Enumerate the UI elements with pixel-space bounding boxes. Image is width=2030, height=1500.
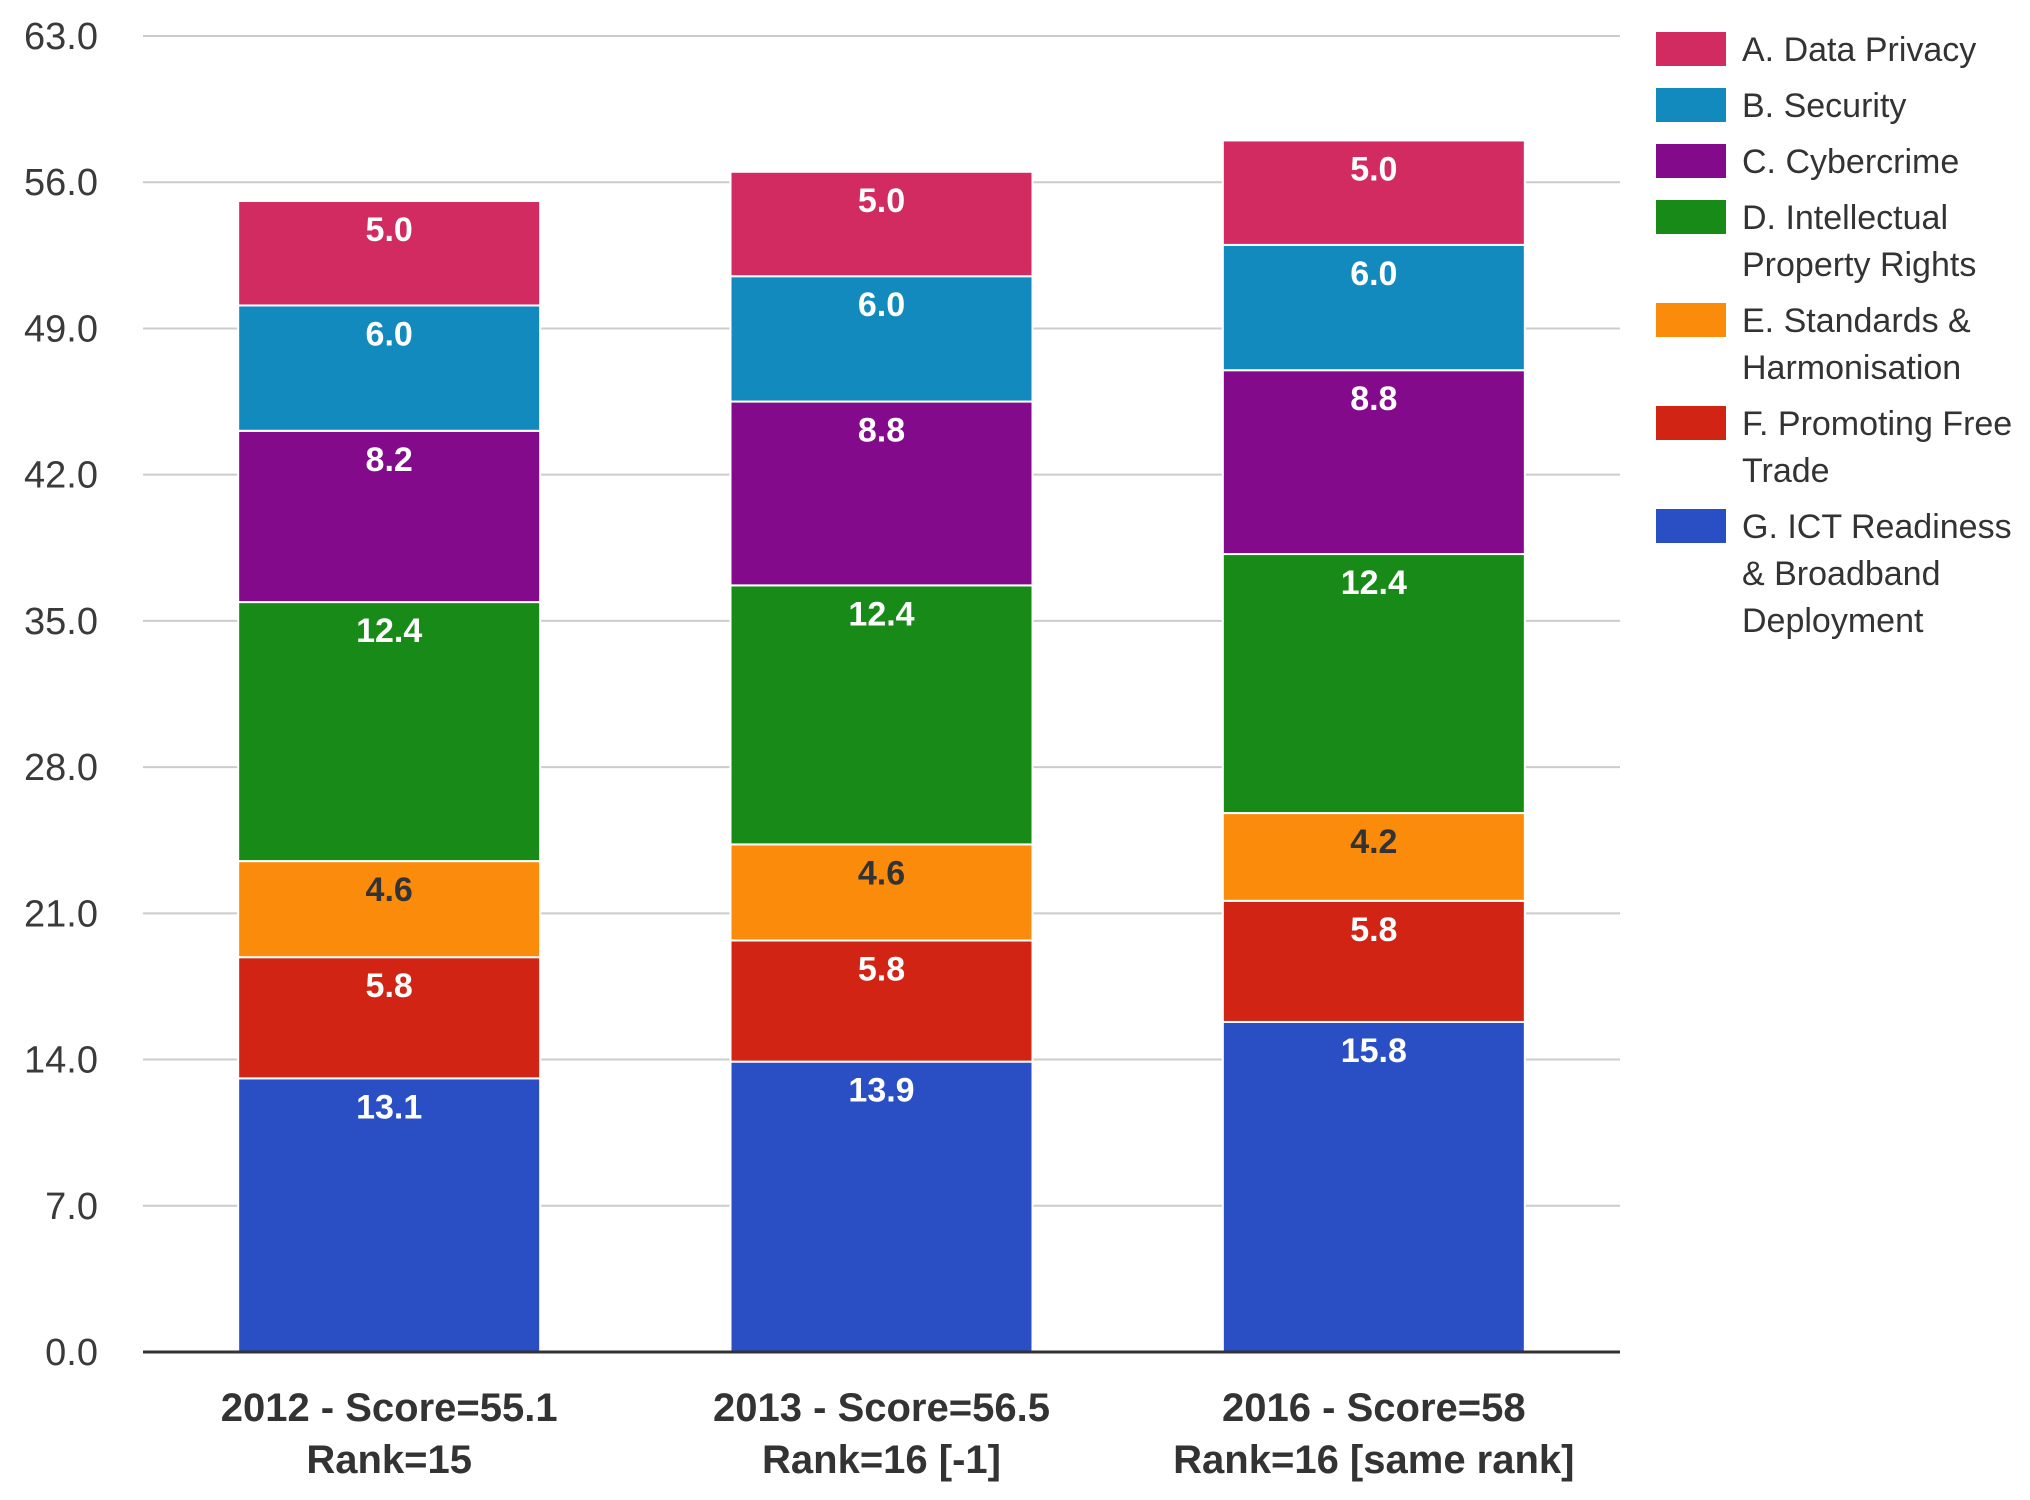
bar-segment xyxy=(237,1077,542,1354)
bar-segment xyxy=(237,956,542,1080)
data-label: 13.1 xyxy=(356,1088,422,1126)
legend-label: B. Security xyxy=(1742,87,1906,125)
y-tick-label: 63.0 xyxy=(24,16,98,58)
legend-label: F. Promoting Free xyxy=(1742,405,2012,443)
data-label: 8.2 xyxy=(366,441,413,479)
legend-item: E. Standards & Harmonisation xyxy=(1656,302,1971,387)
x-category-label: 2012 - Score=55.1 xyxy=(221,1386,558,1430)
data-label: 5.8 xyxy=(858,950,905,988)
legend-label: Property Rights xyxy=(1742,246,1976,284)
y-tick-label: 0.0 xyxy=(45,1332,98,1374)
y-tick-label: 35.0 xyxy=(24,601,98,643)
bar-segment xyxy=(237,601,542,863)
bar-segment xyxy=(729,1060,1034,1353)
bar-segment xyxy=(1221,812,1526,902)
data-label: 6.0 xyxy=(858,286,905,324)
legend-swatch xyxy=(1656,509,1726,543)
legend-item: C. Cybercrime xyxy=(1656,143,1959,181)
legend-swatch xyxy=(1656,406,1726,440)
bar-segment xyxy=(1221,1020,1526,1353)
legend-swatch xyxy=(1656,88,1726,122)
legend-label: Deployment xyxy=(1742,602,1924,640)
bar-segment xyxy=(1221,899,1526,1023)
x-category-label: Rank=16 [same rank] xyxy=(1173,1438,1574,1482)
bar-segment xyxy=(729,170,1034,278)
bar-segment xyxy=(1221,243,1526,372)
legend-item: G. ICT Readiness & Broadband Deployment xyxy=(1656,508,2012,640)
bar-segment xyxy=(237,860,542,959)
data-label: 6.0 xyxy=(366,315,413,353)
y-tick-label: 14.0 xyxy=(24,1040,98,1082)
legend-label: Harmonisation xyxy=(1742,349,1961,387)
label-layer: 13.1 5.8 4.6 12.4 8.2 6.0 5.0 13.9 5.8 4.6 12.4 8.8… xyxy=(356,150,1407,1126)
data-label: 12.4 xyxy=(356,612,422,650)
legend-label: Trade xyxy=(1742,452,1830,490)
data-label: 5.8 xyxy=(366,967,413,1005)
legend-label: D. Intellectual xyxy=(1742,199,1948,237)
bar-segment xyxy=(237,304,542,432)
legend-swatch xyxy=(1656,200,1726,234)
legend-swatch xyxy=(1656,303,1726,337)
bar-segment xyxy=(1221,139,1526,246)
bar-segment xyxy=(729,400,1034,587)
data-label: 8.8 xyxy=(1350,380,1397,418)
bar-segment xyxy=(237,429,542,604)
y-tick-label: 21.0 xyxy=(24,893,98,935)
data-label: 15.8 xyxy=(1341,1032,1407,1070)
data-label: 4.6 xyxy=(366,871,413,909)
legend-label: A. Data Privacy xyxy=(1742,31,1976,69)
bar-segment xyxy=(729,584,1034,846)
data-label: 6.0 xyxy=(1350,255,1397,293)
bar-segment xyxy=(729,939,1034,1063)
y-tick-label: 42.0 xyxy=(24,455,98,497)
data-label: 8.8 xyxy=(858,412,905,450)
data-label: 12.4 xyxy=(1341,564,1407,602)
x-category-label: 2016 - Score=58 xyxy=(1222,1386,1526,1430)
y-tick-label: 7.0 xyxy=(45,1186,98,1228)
y-tick-label: 56.0 xyxy=(24,162,98,204)
bar-segment xyxy=(237,200,542,307)
data-label: 5.0 xyxy=(1350,150,1397,188)
data-label: 4.2 xyxy=(1350,823,1397,861)
legend-label: & Broadband xyxy=(1742,555,1941,593)
legend-item: D. Intellectual Property Rights xyxy=(1656,199,1976,284)
data-label: 5.0 xyxy=(366,211,413,249)
legend-swatch xyxy=(1656,32,1726,66)
legend-label: G. ICT Readiness xyxy=(1742,508,2012,546)
bar-segment xyxy=(729,275,1034,403)
legend-item: F. Promoting Free Trade xyxy=(1656,405,2012,490)
data-label: 5.0 xyxy=(858,182,905,220)
bar-segment xyxy=(1221,369,1526,556)
bar-segment xyxy=(729,843,1034,942)
data-label: 4.6 xyxy=(858,854,905,892)
data-label: 12.4 xyxy=(848,595,914,633)
y-tick-label: 49.0 xyxy=(24,308,98,350)
legend-swatch xyxy=(1656,144,1726,178)
legend-item: B. Security xyxy=(1656,87,1906,125)
legend-label: C. Cybercrime xyxy=(1742,143,1959,181)
x-category-label: 2013 - Score=56.5 xyxy=(713,1386,1050,1430)
y-tick-label: 28.0 xyxy=(24,747,98,789)
legend-label: E. Standards & xyxy=(1742,302,1971,340)
legend-item: A. Data Privacy xyxy=(1656,31,1976,69)
bar-layer xyxy=(237,139,1526,1354)
data-label: 5.8 xyxy=(1350,911,1397,949)
data-label: 13.9 xyxy=(848,1072,914,1110)
axis-layer: 0.0 7.0 14.0 21.0 28.0 35.0 42.0 49.0 56.0 63.0 20… xyxy=(24,16,1620,1482)
legend: A. Data Privacy B. Security C. Cybercrime D… xyxy=(1656,31,2012,640)
x-category-label: Rank=16 [-1] xyxy=(762,1438,1001,1482)
bar-segment xyxy=(1221,553,1526,815)
x-category-label: Rank=15 xyxy=(306,1438,472,1482)
